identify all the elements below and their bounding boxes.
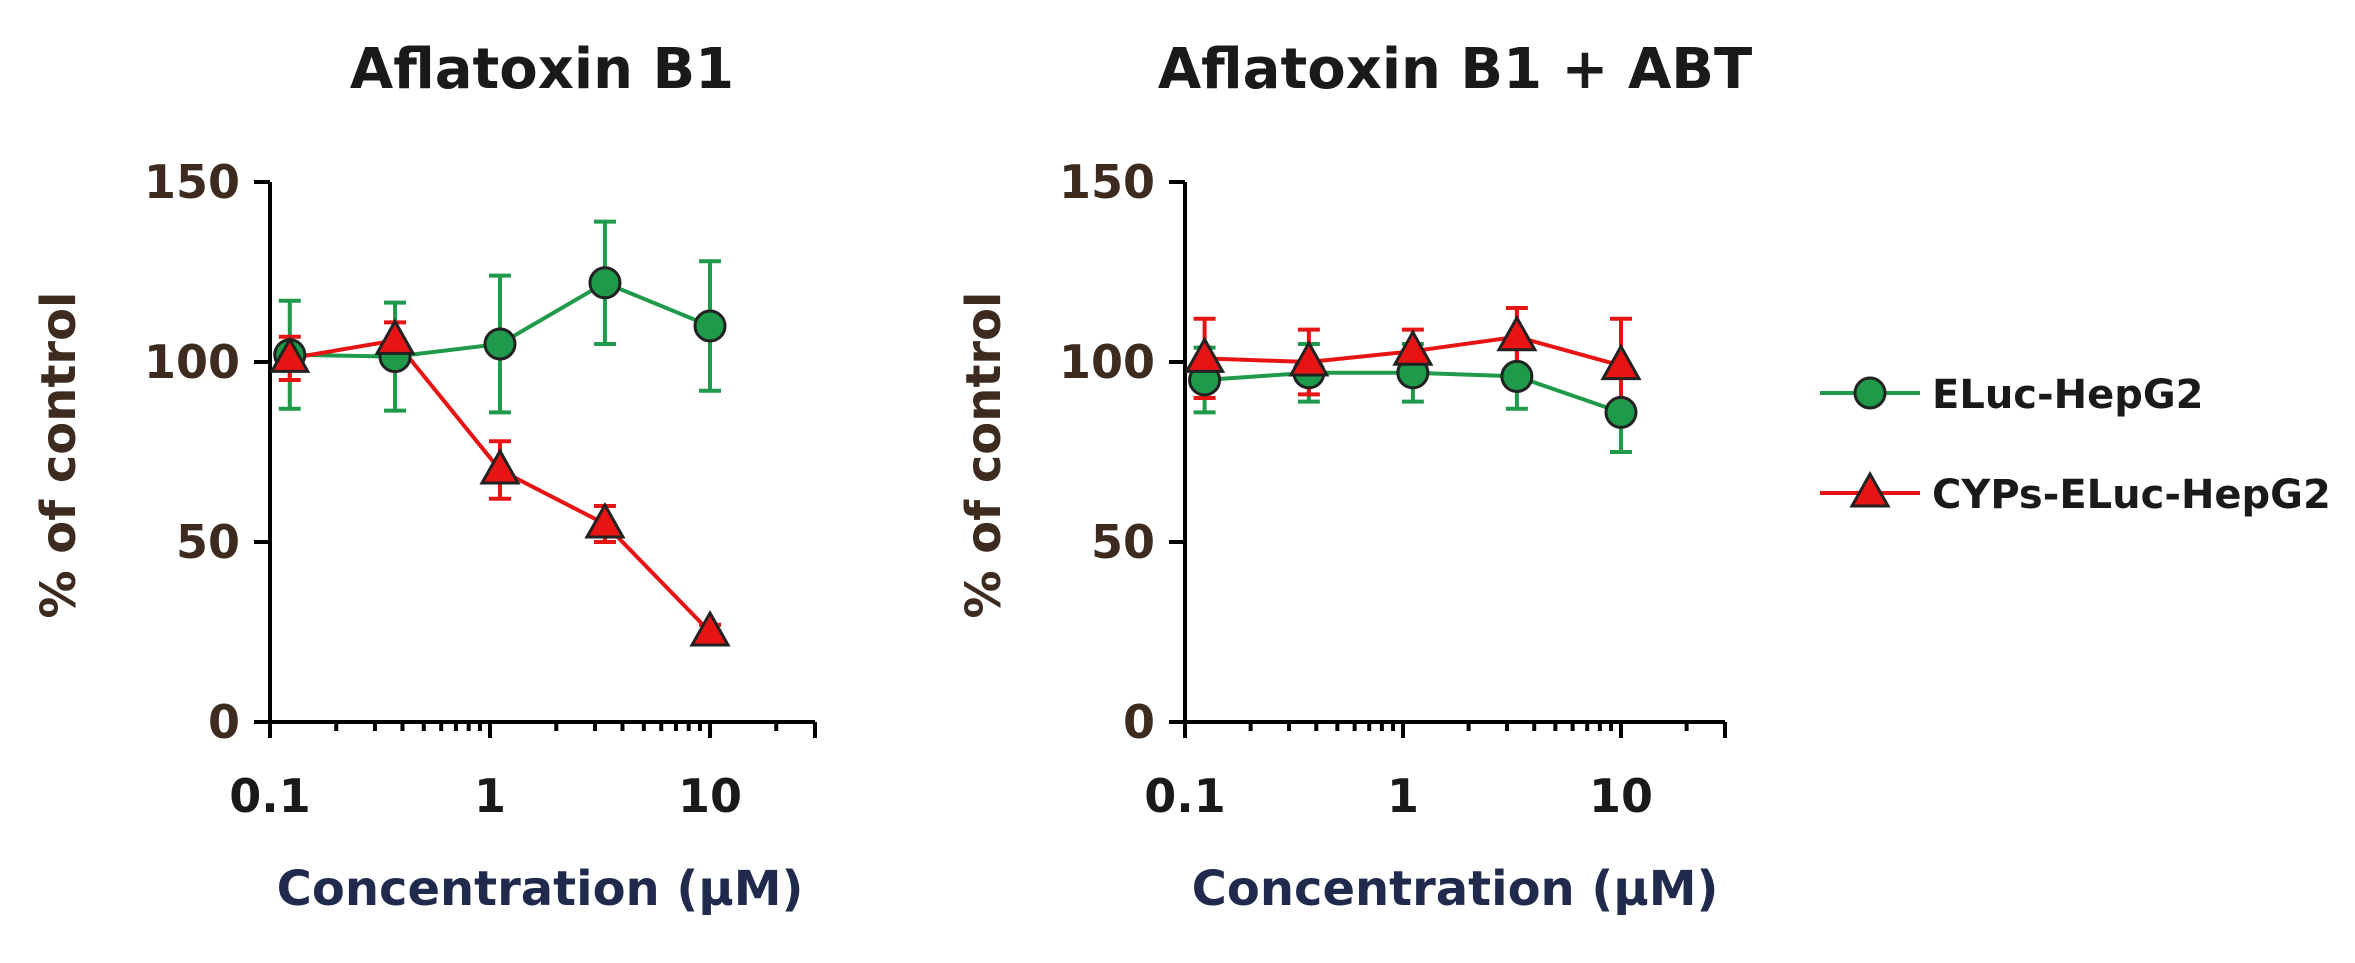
y-axis-label: % of control bbox=[956, 291, 1012, 618]
legend-label: ELuc-HepG2 bbox=[1932, 372, 2204, 418]
data-point bbox=[1496, 314, 1538, 352]
data-point bbox=[479, 447, 521, 485]
y-tick-label: 50 bbox=[1091, 515, 1155, 569]
x-axis-label: Concentration (µM) bbox=[1192, 861, 1719, 917]
data-point bbox=[1184, 336, 1226, 373]
data-point bbox=[1288, 339, 1330, 377]
legend-label: CYPs-ELuc-HepG2 bbox=[1932, 472, 2331, 518]
y-tick-label: 150 bbox=[144, 155, 240, 209]
x-tick-label: 1 bbox=[474, 769, 506, 823]
y-tick-label: 100 bbox=[144, 335, 240, 389]
x-axis-label: Concentration (µM) bbox=[277, 861, 804, 917]
legend-marker-circle bbox=[1853, 376, 1887, 410]
legend-entry-eluc-hepg2: ELuc-HepG2 bbox=[1820, 372, 2204, 418]
x-tick-label: 0.1 bbox=[229, 769, 311, 823]
y-axis-label: % of control bbox=[31, 291, 87, 618]
y-tick-label: 100 bbox=[1059, 335, 1155, 389]
y-tick-label: 0 bbox=[208, 695, 240, 749]
x-tick-label: 10 bbox=[1589, 769, 1653, 823]
legend-entry-cyps-eluc-hepg2: CYPs-ELuc-HepG2 bbox=[1820, 470, 2331, 518]
data-point bbox=[1500, 359, 1534, 393]
data-point bbox=[693, 309, 727, 343]
legend: ELuc-HepG2 CYPs-ELuc-HepG2 bbox=[1820, 372, 2331, 518]
data-point bbox=[584, 501, 626, 539]
chart-aflatoxin-b1: Aflatoxin B1 % of control Concentration … bbox=[31, 37, 817, 917]
y-tick-label: 0 bbox=[1123, 695, 1155, 749]
x-tick-label: 0.1 bbox=[1144, 769, 1226, 823]
data-point bbox=[689, 609, 731, 647]
x-tick-label: 1 bbox=[1387, 769, 1419, 823]
data-point bbox=[269, 336, 311, 373]
x-tick-label: 10 bbox=[678, 769, 742, 823]
data-point bbox=[1604, 395, 1638, 429]
chart-title: Aflatoxin B1 + ABT bbox=[1158, 37, 1752, 102]
chart-aflatoxin-b1-abt: Aflatoxin B1 + ABT % of control Concentr… bbox=[956, 37, 1752, 917]
data-point bbox=[588, 266, 622, 300]
data-point bbox=[1392, 329, 1434, 366]
legend-marker-triangle bbox=[1849, 470, 1891, 508]
chart-title: Aflatoxin B1 bbox=[350, 37, 734, 102]
data-point bbox=[483, 327, 517, 361]
y-tick-label: 150 bbox=[1059, 155, 1155, 209]
data-point bbox=[374, 318, 416, 355]
data-point bbox=[1600, 343, 1642, 381]
y-tick-label: 50 bbox=[176, 515, 240, 569]
